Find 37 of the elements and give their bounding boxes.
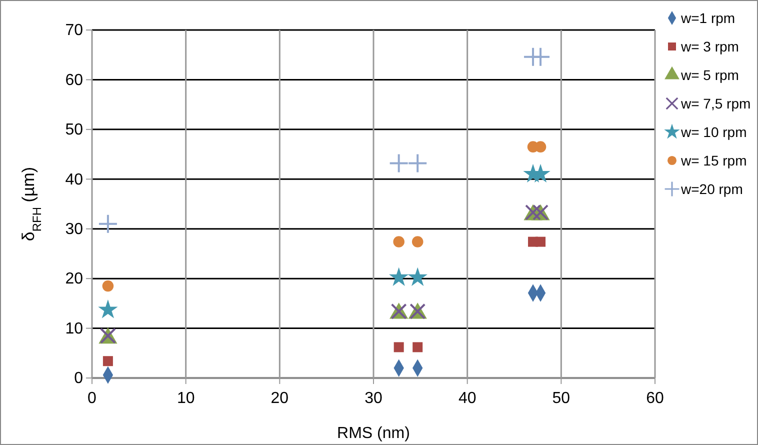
y-tick-label: 50 — [65, 122, 84, 139]
point — [102, 280, 114, 292]
point — [388, 153, 409, 174]
x-tick-label: 10 — [176, 390, 195, 407]
x-tick-label: 40 — [458, 390, 476, 407]
point — [412, 236, 424, 248]
y-tick-label: 30 — [65, 220, 84, 238]
x-tick-label: 0 — [88, 390, 97, 407]
point — [530, 46, 551, 67]
x-tick-label: 30 — [364, 390, 382, 407]
x-tick-label: 50 — [552, 390, 570, 407]
point — [98, 300, 118, 318]
x-tick-label: 60 — [646, 390, 664, 407]
point — [389, 267, 409, 286]
legend-label: w= 15 rpm — [680, 152, 747, 168]
x-tick-label: 20 — [270, 390, 289, 407]
y-tick-label: 40 — [65, 171, 84, 188]
y-tick-label: 10 — [65, 320, 84, 338]
legend-label: w=1 rpm — [680, 10, 736, 26]
point — [102, 356, 113, 366]
point — [98, 214, 118, 234]
point — [408, 153, 428, 174]
legend-label: w= 10 rpm — [680, 124, 747, 140]
y-tick-label: 70 — [65, 22, 84, 40]
legend-label: w= 3 rpm — [680, 38, 739, 54]
point — [394, 342, 404, 352]
legend-label: w= 5 rpm — [680, 67, 739, 83]
y-tick-label: 0 — [74, 370, 84, 388]
legend-label: w=20 rpm — [680, 181, 743, 197]
legend-label: w= 7,5 rpm — [680, 96, 751, 112]
y-tick-label: 60 — [65, 72, 84, 89]
point — [393, 236, 404, 248]
point — [408, 267, 428, 286]
y-tick-label: 20 — [65, 270, 84, 288]
point — [536, 236, 546, 247]
point — [412, 342, 423, 352]
x-axis-title: RMS (nm) — [337, 425, 410, 442]
